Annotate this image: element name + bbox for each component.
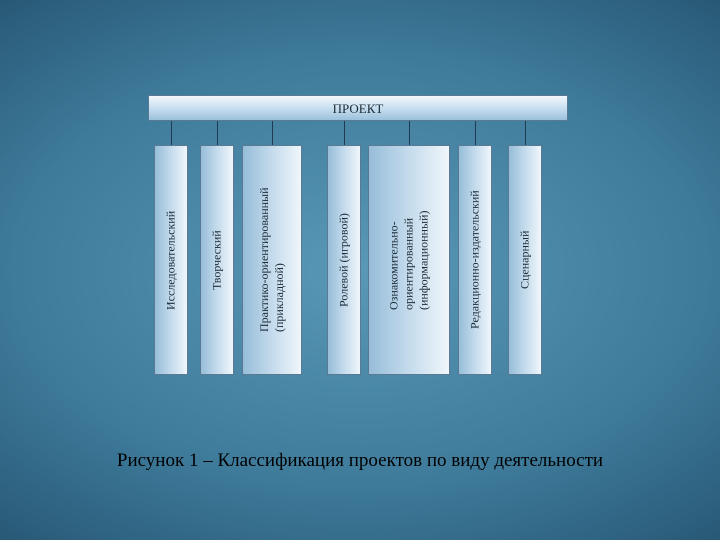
connector — [525, 121, 526, 145]
connector — [171, 121, 172, 145]
category-label: Творческий — [210, 230, 225, 290]
connector — [344, 121, 345, 145]
category-column: Ролевой (игровой) — [327, 145, 361, 375]
category-column: Сценарный — [508, 145, 542, 375]
category-column: Практико-ориентированный(прикладной) — [242, 145, 302, 375]
connector — [217, 121, 218, 145]
figure-caption-text: Рисунок 1 – Классификация проектов по ви… — [117, 450, 603, 471]
category-column: Исследовательский — [154, 145, 188, 375]
category-label: Исследовательский — [164, 210, 179, 309]
category-label: Ознакомительно-ориентированный(информаци… — [387, 210, 432, 309]
diagram-header-label: ПРОЕКТ — [333, 101, 384, 116]
category-column: Ознакомительно-ориентированный(информаци… — [368, 145, 450, 375]
category-label: Сценарный — [518, 231, 533, 289]
connector — [272, 121, 273, 145]
category-column: Редакционно-издательский — [458, 145, 492, 375]
figure-caption: Рисунок 1 – Классификация проектов по ви… — [0, 450, 720, 472]
category-label: Практико-ориентированный(прикладной) — [257, 188, 287, 333]
diagram-header: ПРОЕКТ — [148, 95, 568, 121]
category-label: Ролевой (игровой) — [337, 213, 352, 307]
category-label: Редакционно-издательский — [468, 191, 483, 330]
connector — [409, 121, 410, 145]
connector — [475, 121, 476, 145]
category-column: Творческий — [200, 145, 234, 375]
